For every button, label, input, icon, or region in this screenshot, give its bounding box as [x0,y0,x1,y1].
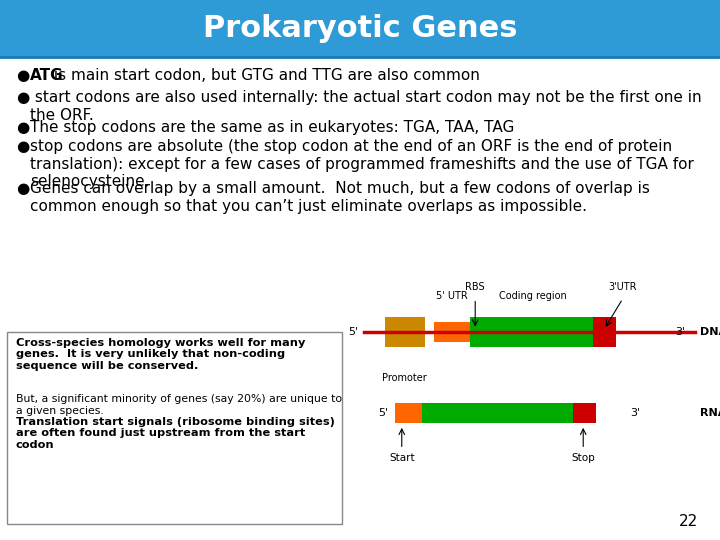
Text: The stop codons are the same as in eukaryotes: TGA, TAA, TAG: The stop codons are the same as in eukar… [30,120,515,135]
Text: stop codons are absolute (the stop codon at the end of an ORF is the end of prot: stop codons are absolute (the stop codon… [30,139,694,189]
Text: Stop: Stop [572,453,595,463]
Text: 5' UTR: 5' UTR [436,291,468,301]
Bar [470,318,596,347]
Text: 5': 5' [348,327,359,337]
Text: ●: ● [16,68,29,83]
Text: DNA: DNA [700,327,720,337]
FancyBboxPatch shape [7,332,342,524]
Text: 5': 5' [379,408,389,418]
Text: 3'UTR: 3'UTR [608,281,637,292]
Bar [434,322,470,342]
Text: ATG: ATG [30,68,64,83]
Text: Start: Start [389,453,415,463]
Text: RBS: RBS [465,281,485,292]
Bar [395,403,422,423]
Text: ●: ● [16,181,29,197]
Text: Translation start signals (ribosome binding sites)
are often found just upstream: Translation start signals (ribosome bind… [16,417,335,450]
Text: Prokaryotic Genes: Prokaryotic Genes [203,14,517,43]
Text: RNA: RNA [700,408,720,418]
Bar [385,318,425,347]
Text: 22: 22 [679,514,698,529]
Text: 3': 3' [675,327,685,337]
Text: 3': 3' [630,408,640,418]
Text: Coding region: Coding region [499,291,567,301]
Text: Genes can overlap by a small amount.  Not much, but a few codons of overlap is
c: Genes can overlap by a small amount. Not… [30,181,650,214]
Text: is main start codon, but GTG and TTG are also common: is main start codon, but GTG and TTG are… [49,68,480,83]
Text: But, a significant minority of genes (say 20%) are unique to
a given species.: But, a significant minority of genes (sa… [16,394,342,416]
Text: ●: ● [16,90,29,105]
FancyBboxPatch shape [0,0,720,57]
Text: ●: ● [16,139,29,154]
Text: Promoter: Promoter [382,373,427,383]
Bar [573,403,596,423]
Text: ●: ● [16,120,29,135]
Bar [593,318,616,347]
Text: Cross-species homology works well for many
genes.  It is very unlikely that non-: Cross-species homology works well for ma… [16,338,305,370]
Text: start codons are also used internally: the actual start codon may not be the fir: start codons are also used internally: t… [30,90,702,123]
Bar [422,403,577,423]
